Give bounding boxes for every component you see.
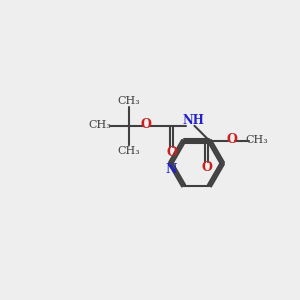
Text: CH₃: CH₃ — [118, 146, 140, 156]
Text: O: O — [140, 118, 151, 131]
Text: CH₃: CH₃ — [88, 120, 111, 130]
Text: O: O — [201, 161, 212, 174]
Text: O: O — [226, 133, 237, 146]
Text: CH₃: CH₃ — [246, 135, 268, 145]
Text: O: O — [166, 146, 177, 159]
Text: N: N — [166, 163, 177, 176]
Text: CH₃: CH₃ — [118, 96, 140, 106]
Text: NH: NH — [183, 114, 205, 127]
